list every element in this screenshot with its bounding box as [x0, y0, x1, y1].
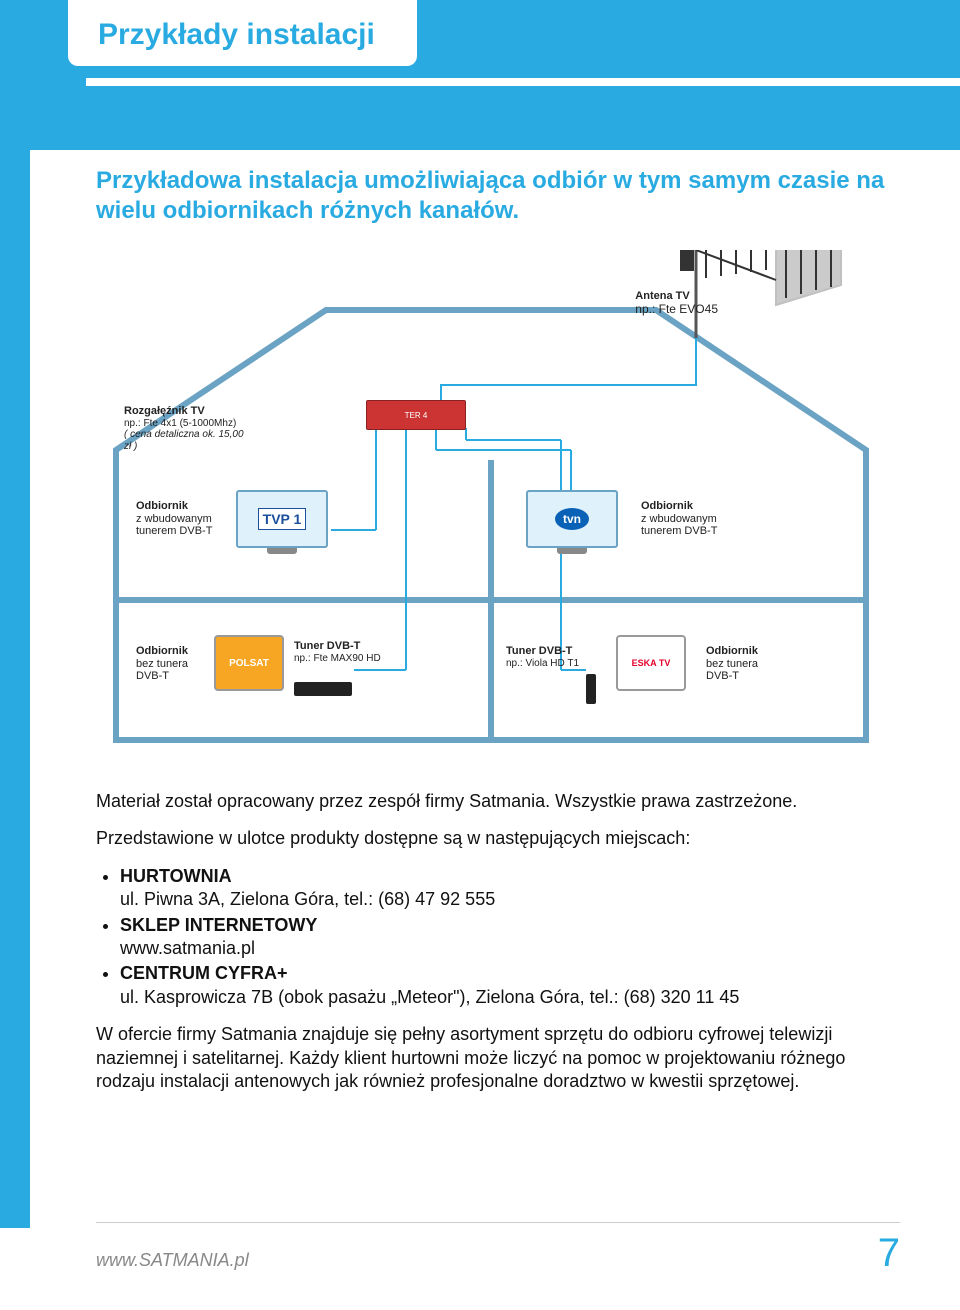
page-title: Przykłady instalacji [98, 18, 375, 52]
set-top-box [294, 682, 352, 696]
antenna-label: Antena TV np.: Fte EVO45 [635, 290, 718, 316]
tv-top-left: TVP 1 [236, 490, 328, 554]
splitter-box-label: TER 4 [366, 400, 466, 430]
label-l3: tunerem DVB-T [641, 525, 717, 537]
subtitle-text: Przykładowa instalacja umożliwiająca odb… [96, 166, 890, 226]
bullet-line: www.satmania.pl [120, 937, 890, 960]
tv-bottom-left: POLSAT [214, 635, 284, 691]
list-item: SKLEP INTERNETOWY www.satmania.pl [120, 914, 890, 961]
channel-logo: tvn [555, 508, 589, 530]
label: Tuner DVB-T [506, 645, 586, 658]
splitter-label: Rozgałęźnik TV np.: Fte 4x1 (5-1000Mhz) … [124, 405, 244, 452]
label-sub: np.: Viola HD T1 [506, 658, 586, 670]
bullet-bold: SKLEP INTERNETOWY [120, 915, 317, 935]
bullet-bold: HURTOWNIA [120, 866, 232, 886]
splitter-title: Rozgałęźnik TV [124, 405, 244, 418]
antenna-title: Antena TV [635, 290, 718, 303]
room-bottom-right-receiver-label: Odbiornik bez tunera DVB-T [706, 645, 786, 683]
stb-bottom-left [294, 680, 352, 696]
tv-top-right: tvn [526, 490, 618, 554]
tv-stand [557, 548, 587, 554]
label-l2: bez tunera [706, 658, 758, 670]
set-top-box [586, 674, 596, 704]
stb-bottom-right [586, 674, 596, 704]
splitter-device: TER 4 [366, 400, 466, 430]
label-l3: DVB-T [136, 670, 169, 682]
para-2: Przedstawione w ulotce produkty dostępne… [96, 827, 890, 850]
splitter-line3: ( cena detaliczna ok. 15,00 zł ) [124, 429, 244, 452]
tv-bottom-right: ESKA TV [616, 635, 686, 691]
installation-diagram: Antena TV np.: Fte EVO45 Rozgałęźnik TV … [96, 250, 888, 750]
tv-screen: tvn [526, 490, 618, 548]
footer: www.SATMANIA.pl 7 [96, 1222, 900, 1276]
footer-url: www.SATMANIA.pl [96, 1250, 249, 1271]
label-l3: tunerem DVB-T [136, 525, 212, 537]
locations-list: HURTOWNIA ul. Piwna 3A, Zielona Góra, te… [96, 865, 890, 1009]
list-item: HURTOWNIA ul. Piwna 3A, Zielona Góra, te… [120, 865, 890, 912]
left-sidebar [0, 150, 30, 1228]
label-l3: DVB-T [706, 670, 739, 682]
room-top-left-label: Odbiornik z wbudowanym tunerem DVB-T [136, 500, 216, 538]
bullet-bold: CENTRUM CYFRA+ [120, 963, 288, 983]
label-l2: bez tunera [136, 658, 188, 670]
page-title-tab: Przykłady instalacji [68, 0, 417, 66]
body-text: Materiał został opracowany przez zespół … [96, 790, 890, 1107]
label: Odbiornik [136, 500, 216, 513]
list-item: CENTRUM CYFRA+ ul. Kasprowicza 7B (obok … [120, 962, 890, 1009]
splitter-line2: np.: Fte 4x1 (5-1000Mhz) [124, 418, 244, 430]
header-underline [86, 78, 960, 86]
label-sub: np.: Fte MAX90 HD [294, 653, 384, 665]
para-1: Materiał został opracowany przez zespół … [96, 790, 890, 813]
label: Odbiornik [136, 645, 206, 658]
subtitle: Przykładowa instalacja umożliwiająca odb… [96, 166, 890, 226]
channel-logo: TVP 1 [258, 508, 307, 530]
room-bottom-right-tuner-label: Tuner DVB-T np.: Viola HD T1 [506, 645, 586, 669]
tv-stand [267, 548, 297, 554]
label: Odbiornik [706, 645, 786, 658]
tv-screen: POLSAT [214, 635, 284, 691]
channel-logo: ESKA TV [632, 658, 671, 668]
tv-screen: ESKA TV [616, 635, 686, 691]
channel-logo: POLSAT [229, 658, 269, 669]
para-3: W ofercie firmy Satmania znajduje się pe… [96, 1023, 890, 1093]
label-l2: z wbudowanym [641, 513, 717, 525]
antenna-sub: np.: Fte EVO45 [635, 303, 718, 317]
page-number: 7 [878, 1231, 900, 1276]
room-bottom-left-receiver-label: Odbiornik bez tunera DVB-T [136, 645, 206, 683]
label: Tuner DVB-T [294, 640, 384, 653]
room-top-right-label: Odbiornik z wbudowanym tunerem DVB-T [641, 500, 731, 538]
label: Odbiornik [641, 500, 731, 513]
bullet-line: ul. Piwna 3A, Zielona Góra, tel.: (68) 4… [120, 888, 890, 911]
room-bottom-left-tuner-label: Tuner DVB-T np.: Fte MAX90 HD [294, 640, 384, 664]
bullet-line: ul. Kasprowicza 7B (obok pasażu „Meteor"… [120, 986, 890, 1009]
label-l2: z wbudowanym [136, 513, 212, 525]
tv-screen: TVP 1 [236, 490, 328, 548]
